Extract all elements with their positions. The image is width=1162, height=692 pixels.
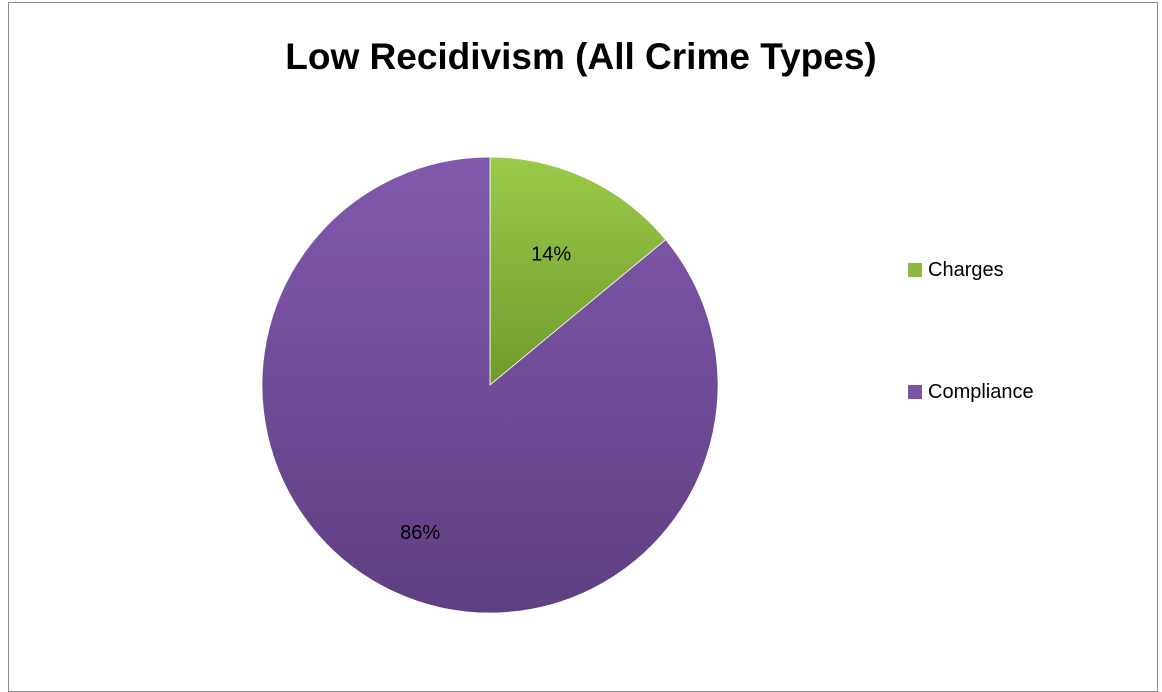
data-label-charges: 14% bbox=[531, 243, 571, 265]
data-label-compliance: 86% bbox=[400, 522, 440, 544]
pie-slice-compliance bbox=[261, 156, 719, 614]
legend-item-charges: Charges bbox=[908, 256, 1034, 284]
legend-swatch-charges bbox=[908, 263, 922, 277]
chart-title: Low Recidivism (All Crime Types) bbox=[285, 36, 877, 77]
legend: Charges Compliance bbox=[908, 256, 1034, 406]
pie-chart: 14% 86% bbox=[261, 156, 719, 614]
legend-label-charges: Charges bbox=[928, 258, 1004, 281]
legend-swatch-compliance bbox=[908, 385, 922, 399]
pie-slice-charges bbox=[489, 156, 667, 386]
legend-label-compliance: Compliance bbox=[928, 380, 1034, 403]
legend-item-compliance: Compliance bbox=[908, 378, 1034, 406]
